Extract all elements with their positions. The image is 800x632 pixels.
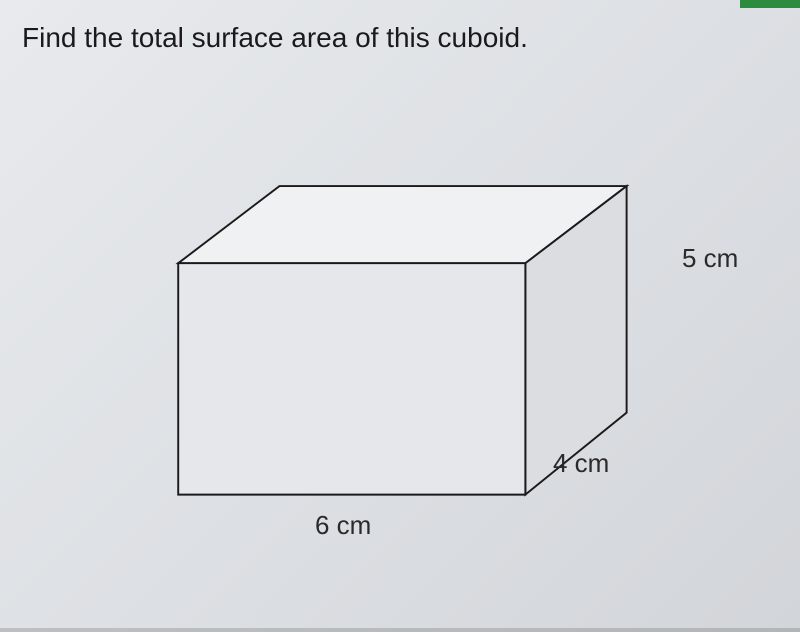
cuboid-svg <box>130 150 670 550</box>
width-label: 4 cm <box>553 448 609 479</box>
decorative-strip <box>740 0 800 8</box>
cuboid-diagram <box>130 150 670 550</box>
length-label: 6 cm <box>315 510 371 541</box>
bottom-shadow <box>0 628 800 632</box>
cuboid-front-face <box>178 263 525 494</box>
height-label: 5 cm <box>682 243 738 274</box>
question-text: Find the total surface area of this cubo… <box>22 22 528 54</box>
